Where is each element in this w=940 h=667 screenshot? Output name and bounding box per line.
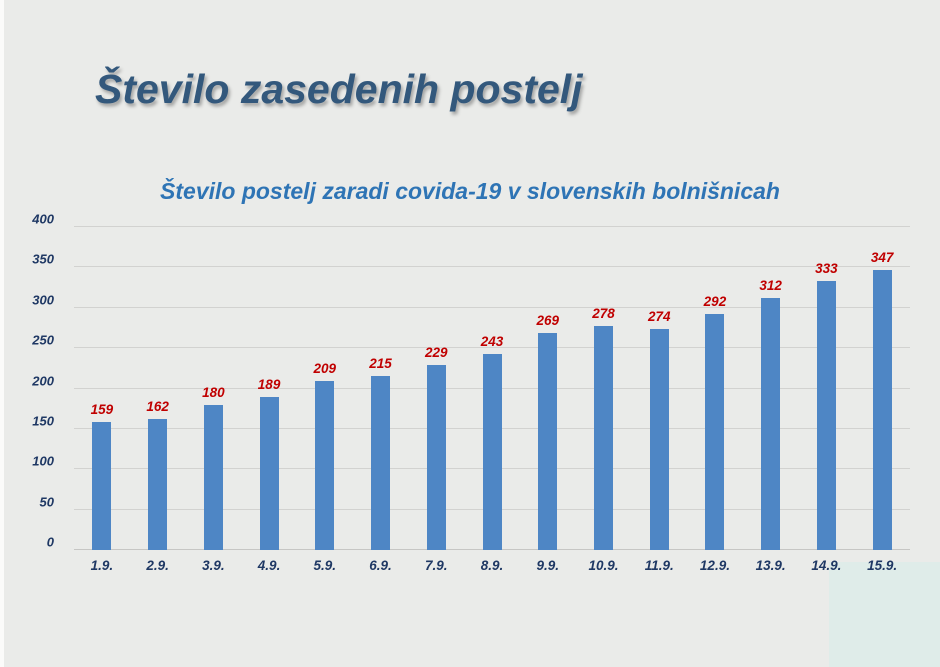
bar — [761, 298, 781, 550]
bar — [259, 397, 279, 550]
bar-slot: 159 — [74, 227, 130, 550]
x-axis-label: 11.9. — [644, 558, 674, 573]
bar-value-label: 189 — [257, 377, 281, 393]
x-axis-label: 9.9. — [536, 558, 559, 573]
bar-slot: 278 — [576, 227, 632, 550]
bar-value-label: 180 — [202, 384, 225, 400]
bar-slot: 347 — [854, 227, 910, 550]
bar-value-label: 243 — [480, 333, 504, 349]
bar-slot: 274 — [631, 227, 687, 550]
bar — [816, 281, 836, 550]
y-axis-label: 50 — [39, 494, 54, 510]
x-axis-label: 8.9. — [480, 558, 504, 573]
chart-title: Število postelj zaradi covida-19 v slove… — [160, 178, 780, 204]
x-axis-label: 12.9. — [699, 558, 730, 573]
bar-value-label: 278 — [592, 305, 615, 321]
y-axis-label: 250 — [32, 332, 54, 348]
y-axis-label: 100 — [32, 453, 54, 469]
bar — [426, 365, 446, 550]
x-axis: 1.9. 2.9. 3.9. 4.9. 5.9. 6.9. 7.9. 8.9. 9.9. 10.9… — [74, 558, 910, 573]
bar — [538, 332, 558, 550]
bar — [371, 376, 391, 550]
y-axis-label: 200 — [32, 373, 54, 388]
y-axis-label: 400 — [32, 211, 54, 227]
x-axis-label: 4.9. — [257, 558, 281, 573]
x-axis-label: 3.9. — [202, 558, 225, 573]
page-title: Število zasedenih postelj — [95, 66, 583, 112]
bar-value-label: 347 — [870, 249, 894, 265]
y-axis-label: 0 — [46, 534, 54, 550]
bar — [649, 328, 669, 550]
bar — [92, 421, 112, 550]
bar-slot: 229 — [408, 227, 464, 550]
bar — [203, 404, 223, 550]
bar-slot: 312 — [743, 227, 799, 550]
bar-value-label: 159 — [90, 401, 114, 417]
bar-slot: 292 — [687, 227, 743, 550]
x-axis-label: 7.9. — [425, 558, 448, 573]
bar-slot: 209 — [297, 227, 353, 550]
bar — [148, 419, 168, 550]
bar-slot: 180 — [185, 227, 241, 550]
bar-value-label: 162 — [146, 399, 169, 415]
bar-value-label: 292 — [703, 294, 727, 310]
bar-slot: 189 — [241, 227, 297, 550]
x-axis-label: 1.9. — [90, 558, 114, 573]
gridline-350 — [74, 266, 910, 268]
bar-value-label: 229 — [425, 345, 448, 361]
y-axis-label: 350 — [32, 251, 54, 267]
x-axis-label: 15.9. — [867, 558, 898, 573]
background-tint — [829, 562, 940, 667]
bar — [482, 353, 502, 550]
y-axis-label: 150 — [32, 413, 54, 429]
gridline-300 — [74, 306, 910, 308]
bar-value-label: 209 — [313, 361, 337, 377]
bar-value-label: 269 — [536, 312, 559, 328]
bar-slot: 162 — [130, 227, 186, 550]
bar-value-label: 333 — [815, 261, 838, 277]
y-axis-label: 300 — [32, 292, 54, 308]
x-axis-label: 2.9. — [146, 558, 169, 573]
bar — [315, 381, 335, 550]
bar-slot: 269 — [520, 227, 576, 550]
x-axis-label: 6.9. — [369, 558, 392, 573]
bar — [705, 314, 725, 550]
x-axis-label: 5.9. — [313, 558, 337, 573]
gridline-400 — [74, 226, 910, 227]
x-axis-label: 14.9. — [811, 558, 842, 573]
bar-value-label: 215 — [369, 356, 392, 372]
x-axis-label: 10.9. — [588, 558, 619, 573]
bar-slot: 243 — [464, 227, 520, 550]
bar-value-label: 312 — [759, 278, 782, 294]
bar-slot: 215 — [353, 227, 409, 550]
gridline-250 — [74, 347, 910, 349]
slide-left-edge — [0, 0, 4, 667]
x-axis-label: 13.9. — [755, 558, 786, 573]
y-axis: 0 50 100 150 200 250 300 350 400 — [0, 212, 62, 550]
bar — [593, 325, 613, 550]
bar — [872, 269, 892, 550]
bar-value-label: 274 — [647, 308, 671, 324]
bar-series: 159 162 180 189 209 215 229 243 269 278 274 292 312 3… — [74, 227, 910, 550]
bar-slot: 333 — [799, 227, 855, 550]
